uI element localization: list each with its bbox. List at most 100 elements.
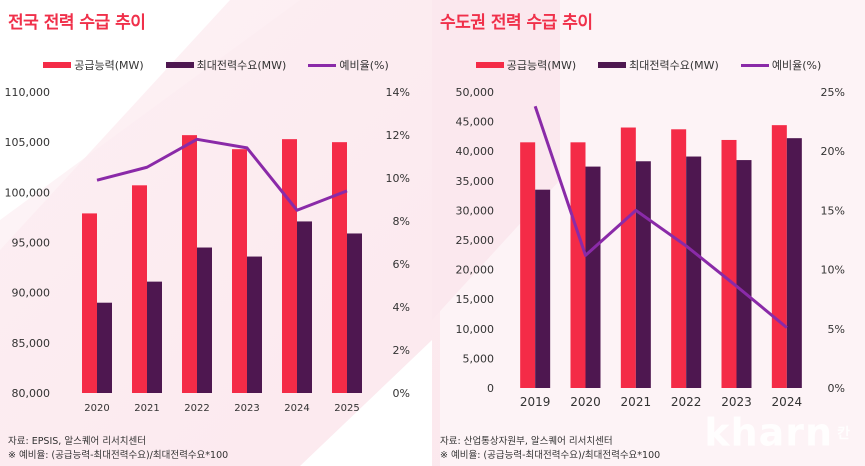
y-tick-label: 100,000 — [5, 186, 51, 199]
y-tick-label: 5,000 — [463, 352, 495, 365]
x-tick-label: 2025 — [334, 403, 359, 414]
bar-supply — [620, 127, 636, 388]
y-tick-label: 20,000 — [456, 264, 495, 277]
bar-supply — [332, 142, 347, 393]
y2-tick-label: 8% — [393, 215, 410, 228]
x-tick-label: 2022 — [184, 403, 209, 414]
formula-note: ※ 예비율: (공급능력-최대전력수요)/최대전력수요*100 — [440, 450, 661, 461]
legend-label: 공급능력(MW) — [506, 59, 577, 72]
legend-swatch-supply — [43, 62, 72, 68]
bar-supply — [671, 129, 687, 388]
source-note: 자료: EPSIS, 알스퀘어 리서치센터 — [8, 436, 147, 447]
y-tick-label: 105,000 — [5, 136, 51, 149]
bar-supply — [520, 142, 536, 388]
legend-label: 최대전력수요(MW) — [629, 59, 719, 72]
y-tick-label: 40,000 — [456, 145, 495, 158]
line-reserve-ratio — [533, 105, 788, 329]
national-chart-panel: 전국 전력 수급 추이 공급능력(MW) 최대전력수요(MW) 예비율(%) 8… — [0, 0, 432, 466]
legend-label: 예비율(%) — [339, 59, 389, 72]
y2-tick-label: 5% — [828, 323, 845, 336]
x-tick-label: 2023 — [234, 403, 259, 414]
y2-tick-label: 10% — [386, 172, 410, 185]
bar-demand — [686, 156, 702, 388]
legend-swatch-supply — [475, 62, 504, 68]
x-tick-label: 2020 — [84, 403, 109, 414]
capital-area-chart-plot: 0 5,000 10,000 15,000 20,000 25,000 30,000 35,0… — [456, 86, 846, 409]
y2-tick-label: 25% — [821, 86, 845, 99]
x-tick-label: 2020 — [570, 395, 601, 409]
chart-title: 수도권 전력 수급 추이 — [440, 13, 593, 33]
y2-tick-label: 12% — [386, 129, 410, 142]
y-tick-label: 45,000 — [456, 116, 495, 129]
formula-note: ※ 예비율: (공급능력-최대전력수요)/최대전력수요*100 — [8, 450, 229, 461]
y-tick-label: 110,000 — [5, 86, 51, 99]
watermark-logo: kharn 칸 — [704, 410, 851, 455]
bar-demand — [147, 281, 162, 393]
bar-demand — [97, 302, 112, 393]
bar-demand — [297, 221, 312, 393]
y2-tick-label: 2% — [393, 344, 410, 357]
bar-demand — [247, 256, 262, 393]
x-tick-label: 2022 — [671, 395, 702, 409]
y2-tick-label: 6% — [393, 258, 410, 271]
legend-item-ratio: 예비율(%) — [308, 57, 389, 73]
y-tick-label: 15,000 — [456, 293, 495, 306]
line-reserve-ratio — [96, 137, 348, 212]
y2-tick-label: 0% — [393, 387, 410, 400]
legend-item-supply: 공급능력(MW) — [475, 57, 577, 73]
bar-demand — [197, 247, 212, 393]
bar-demand — [635, 161, 651, 388]
bar-demand — [535, 189, 551, 388]
y2-tick-label: 15% — [821, 204, 845, 217]
bar-demand — [347, 233, 362, 393]
legend-item-demand: 최대전력수요(MW) — [598, 57, 719, 73]
y2-tick-label: 4% — [393, 301, 410, 314]
legend: 공급능력(MW) 최대전력수요(MW) 예비율(%) — [432, 57, 865, 73]
bar-supply — [132, 185, 147, 393]
legend: 공급능력(MW) 최대전력수요(MW) 예비율(%) — [0, 57, 432, 73]
national-chart-plot: 80,000 85,000 90,000 95,000 100,000 105,000 11… — [5, 86, 411, 414]
y-tick-label: 85,000 — [12, 337, 51, 350]
legend-item-supply: 공급능력(MW) — [43, 57, 144, 73]
x-tick-label: 2024 — [284, 403, 309, 414]
bar-supply — [232, 149, 247, 393]
legend-swatch-ratio — [308, 63, 337, 67]
y-tick-label: 95,000 — [12, 237, 51, 250]
y-tick-label: 50,000 — [456, 86, 495, 99]
bar-supply — [570, 142, 586, 388]
legend-swatch-demand — [598, 62, 627, 68]
source-note: 자료: 산업통상자원부, 알스퀘어 리서치센터 — [440, 436, 613, 447]
y-tick-label: 10,000 — [456, 323, 495, 336]
x-tick-label: 2021 — [134, 403, 159, 414]
bar-supply — [721, 139, 737, 388]
y2-tick-label: 0% — [828, 382, 845, 395]
x-tick-label: 2024 — [772, 395, 803, 409]
y-tick-label: 25,000 — [456, 234, 495, 247]
bar-supply — [282, 139, 297, 393]
x-tick-label: 2021 — [621, 395, 652, 409]
y-tick-label: 80,000 — [12, 387, 51, 400]
bar-demand — [736, 160, 752, 388]
x-tick-label: 2023 — [721, 395, 752, 409]
legend-label: 최대전력수요(MW) — [196, 59, 287, 72]
bar-demand — [585, 166, 601, 388]
legend-label: 예비율(%) — [771, 59, 822, 72]
legend-item-ratio: 예비율(%) — [740, 57, 822, 73]
chart-title: 전국 전력 수급 추이 — [8, 13, 146, 33]
bar-supply — [182, 135, 197, 393]
legend-swatch-ratio — [740, 63, 769, 67]
y-tick-label: 30,000 — [456, 204, 495, 217]
y2-tick-label: 10% — [821, 264, 845, 277]
legend-swatch-demand — [165, 62, 194, 68]
legend-label: 공급능력(MW) — [74, 59, 144, 72]
bar-demand — [786, 138, 802, 388]
y-tick-label: 90,000 — [12, 287, 51, 300]
capital-area-chart-panel: 수도권 전력 수급 추이 공급능력(MW) 최대전력수요(MW) 예비율(%) … — [432, 0, 865, 466]
x-tick-label: 2019 — [520, 395, 551, 409]
legend-item-demand: 최대전력수요(MW) — [165, 57, 287, 73]
bar-supply — [82, 213, 97, 393]
y2-tick-label: 20% — [821, 145, 845, 158]
bar-supply — [771, 125, 787, 388]
y-tick-label: 0 — [487, 382, 494, 395]
y-tick-label: 35,000 — [456, 175, 495, 188]
